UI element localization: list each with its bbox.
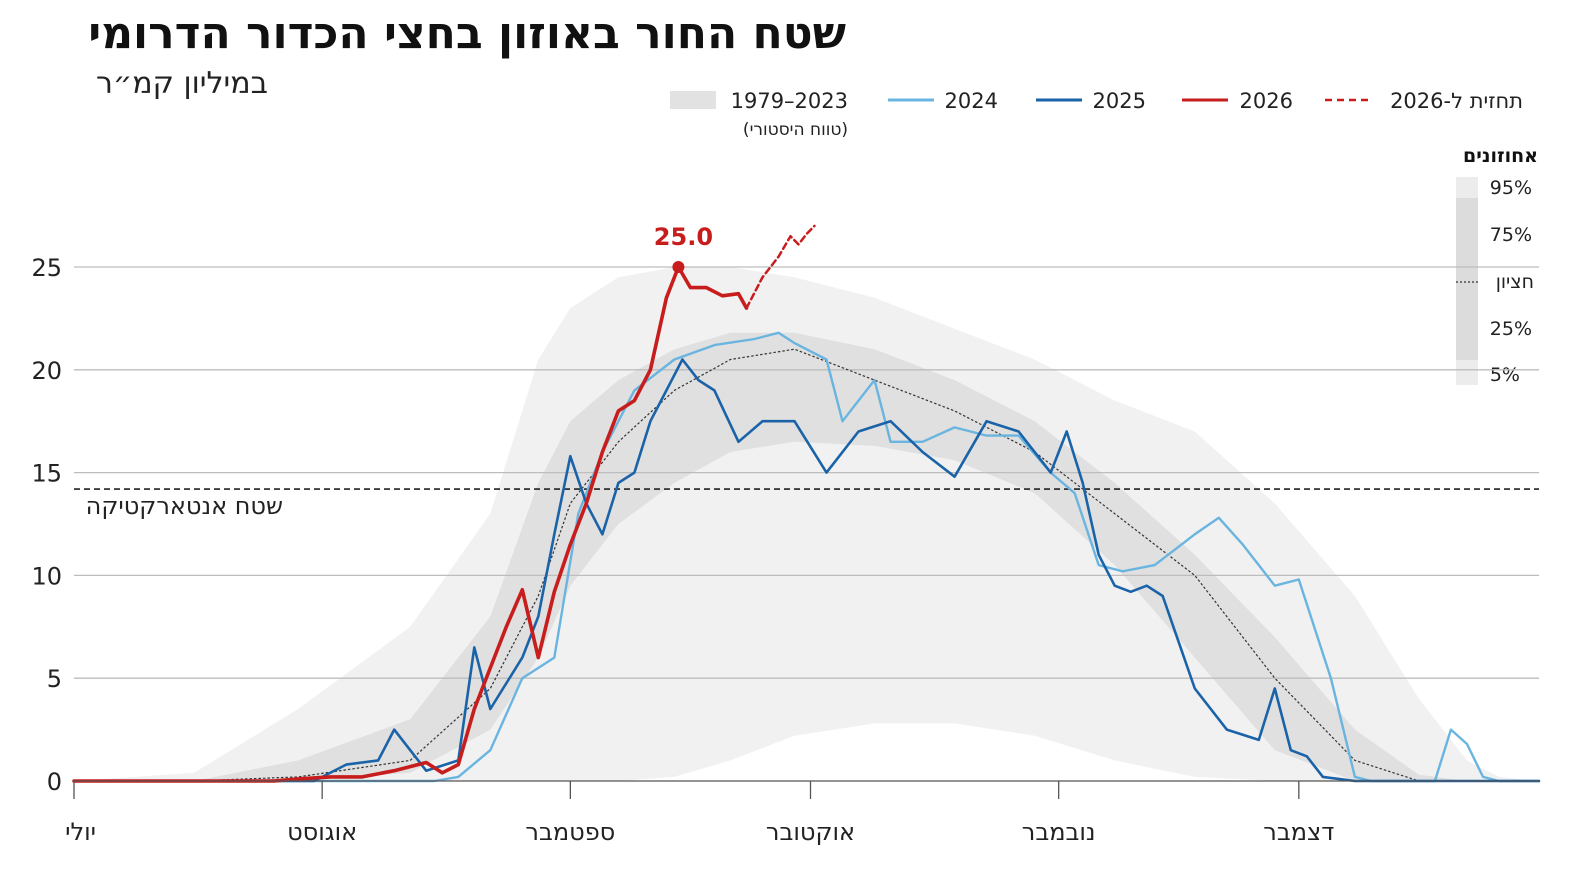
chart-title: שטח החור באוזון בחצי הכדור הדרומי (88, 8, 846, 59)
y-tick-label: 20 (31, 357, 62, 385)
peak-label: 25.0 (654, 223, 713, 251)
peak-dot (672, 261, 685, 273)
percentile-legend-title: אחוזונים (1463, 145, 1538, 167)
line-2026 (72, 265, 749, 783)
legend-historical-swatch (670, 91, 716, 109)
axes: יולי אוגוסט ספטמבר אוקטובר נובמבר דצמבר (65, 780, 1539, 846)
legend-2025-label: 2025 (1093, 89, 1146, 113)
percentile-75-label: 75% (1490, 224, 1532, 246)
x-tick-label: יולי (65, 818, 96, 846)
percentile-95-label: 95% (1490, 177, 1532, 199)
y-tick-label: 25 (31, 254, 62, 282)
x-tick-label: דצמבר (1263, 818, 1334, 846)
x-tick-label: אוקטובר (766, 818, 855, 846)
peak-marker: 25.0 (654, 223, 713, 273)
y-tick-label: 15 (31, 460, 62, 488)
percentile-legend: אחוזונים 95% 75% חציון 25% 5% (1456, 145, 1538, 386)
legend-historical-label: 1979–2023 (731, 89, 848, 113)
band-25-75 (74, 332, 1539, 781)
percentile-median-label: חציון (1496, 271, 1534, 293)
gridlines: 0 5 10 15 20 25 (31, 254, 1539, 796)
y-tick-label: 10 (31, 562, 62, 590)
legend-2024-label: 2024 (945, 89, 998, 113)
legend-forecast-label: תחזית ל-2026 (1390, 89, 1523, 113)
x-tick-label: ספטמבר (525, 818, 615, 846)
x-tick-label: אוגוסט (287, 818, 357, 846)
antarctica-reference: שטח אנטארקטיקה (74, 488, 1539, 520)
y-tick-label: 0 (47, 768, 62, 796)
percentile-5-label: 5% (1490, 364, 1520, 386)
legend-2026-label: 2026 (1240, 89, 1293, 113)
antarctica-label: שטח אנטארקטיקה (86, 492, 283, 520)
historical-bands (74, 267, 1539, 781)
band-5-95 (74, 267, 1539, 781)
legend-historical-sublabel: (טווח היסטורי) (743, 120, 848, 140)
legend: 1979–2023 (טווח היסטורי) 2024 2025 2026 … (670, 89, 1523, 140)
median-line (74, 348, 1539, 782)
percentile-25-label: 25% (1490, 318, 1532, 340)
percentile-inner-band-swatch (1456, 198, 1478, 360)
y-tick-label: 5 (47, 665, 62, 693)
chart-subtitle: במיליון קמ״ר (95, 66, 268, 101)
line-2025 (72, 358, 1541, 783)
line-2026-forecast (745, 224, 816, 310)
x-tick-label: נובמבר (1022, 818, 1096, 846)
